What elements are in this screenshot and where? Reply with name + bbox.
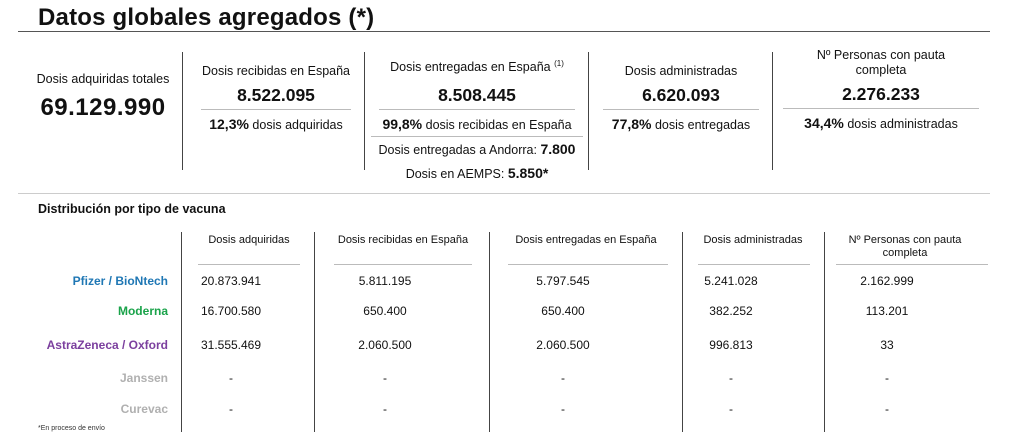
stat-rule [603, 109, 759, 110]
table-cell: 2.060.500 [358, 338, 412, 352]
stat-administradas-pct: 77,8% dosis entregadas [590, 116, 772, 132]
table-cell: 996.813 [709, 338, 753, 352]
stat-aemps-value: 5.850* [507, 165, 549, 182]
stat-pauta-pct-value: 34,4% [804, 115, 844, 131]
vaccine-name: Moderna [117, 304, 168, 318]
table-cell: 650.400 [541, 304, 585, 318]
stat-recibidas-pct: 12,3% dosis adquiridas [186, 116, 366, 132]
header-rule [698, 264, 810, 265]
header-rule [836, 264, 988, 265]
table-cell: 113.201 [865, 304, 909, 318]
stat-entregadas: Dosis entregadas en España (1) 8.508.445… [366, 56, 588, 181]
summary-divider [182, 52, 183, 170]
table-cell: 33 [880, 338, 894, 352]
table-cell: - [561, 402, 565, 416]
stat-adquiridas-label: Dosis adquiridas totales [36, 72, 170, 86]
stat-entregadas-value: 8.508.445 [438, 85, 516, 106]
table-divider [314, 232, 315, 432]
table-cell: - [383, 371, 387, 385]
stat-recibidas-pct-text: dosis adquiridas [252, 118, 343, 132]
table-cell: 650.400 [363, 304, 407, 318]
table-divider [181, 232, 182, 432]
footnote: *En proceso de envío [38, 425, 105, 432]
table-cell: - [229, 371, 233, 385]
stat-pauta-label: Nº Personas con pauta completa [816, 48, 946, 77]
stat-andorra-value: 7.800 [540, 141, 576, 158]
table-cell: 2.162.999 [860, 274, 914, 288]
stat-adquiridas: Dosis adquiridas totales 69.129.990 [28, 72, 178, 122]
table-cell: 31.555.469 [200, 338, 262, 352]
stat-administradas: Dosis administradas 6.620.093 77,8% dosi… [590, 64, 772, 132]
stat-entregadas-pct-text: dosis recibidas en España [425, 118, 572, 133]
stat-entregadas-label: Dosis entregadas en España (1) [366, 56, 588, 75]
vaccine-name: Janssen [119, 371, 168, 385]
vaccine-name: Curevac [120, 402, 168, 416]
table-cell: 5.797.545 [536, 274, 590, 288]
table-cell: - [885, 371, 889, 385]
header-rule [198, 264, 300, 265]
table-cell: 20.873.941 [200, 274, 262, 288]
stat-pauta-pct-text: dosis administradas [847, 117, 958, 131]
stat-entregadas-label-text: Dosis entregadas en España [390, 60, 551, 75]
table-cell: 5.241.028 [704, 274, 758, 288]
stat-aemps-label: Dosis en AEMPS: [405, 167, 505, 182]
distribution-title: Distribución por tipo de vacuna [38, 202, 226, 216]
stat-recibidas-pct-value: 12,3% [209, 116, 249, 132]
title-divider [18, 31, 990, 32]
table-divider [682, 232, 683, 432]
table-cell: 2.060.500 [536, 338, 590, 352]
col-header-administradas: Dosis administradas [703, 234, 803, 246]
stat-rule [371, 136, 583, 138]
vaccine-name: AstraZeneca / Oxford [46, 338, 168, 352]
summary-panel: Dosis adquiridas totales 69.129.990 Dosi… [18, 44, 990, 194]
table-cell: - [729, 371, 733, 385]
stat-aemps: Dosis en AEMPS: 5.850* [366, 165, 588, 181]
section-divider [18, 193, 990, 194]
summary-divider [364, 52, 365, 170]
col-header-entregadas: Dosis entregadas en España [515, 234, 657, 246]
stat-andorra-label: Dosis entregadas a Andorra: [378, 143, 537, 158]
table-divider [824, 232, 825, 432]
stat-administradas-label: Dosis administradas [624, 64, 738, 78]
stat-rule [379, 109, 575, 111]
stat-rule [201, 109, 351, 110]
col-header-adquiridas: Dosis adquiridas [208, 234, 290, 246]
table-divider [489, 232, 490, 432]
table-cell: - [561, 371, 565, 385]
header-rule [508, 264, 668, 265]
stat-adquiridas-value: 69.129.990 [40, 94, 166, 121]
stat-entregadas-pct: 99,8% dosis recibidas en España [366, 116, 588, 132]
stat-administradas-value: 6.620.093 [642, 85, 720, 105]
stat-andorra: Dosis entregadas a Andorra: 7.800 [366, 141, 588, 157]
stat-recibidas-value: 8.522.095 [237, 85, 315, 105]
stat-pauta-value: 2.276.233 [842, 84, 920, 104]
header-rule [334, 264, 472, 265]
footnote-marker: (1) [554, 59, 564, 68]
table-cell: 5.811.195 [358, 274, 412, 288]
stat-recibidas: Dosis recibidas en España 8.522.095 12,3… [186, 64, 366, 132]
summary-divider [588, 52, 589, 170]
stat-entregadas-pct-value: 99,8% [382, 116, 423, 133]
table-cell: - [229, 402, 233, 416]
stat-pauta-pct: 34,4% dosis administradas [778, 115, 984, 131]
stat-administradas-pct-value: 77,8% [611, 116, 652, 132]
page-title: Datos globales agregados (*) [38, 4, 375, 31]
col-header-pauta: Nº Personas con pauta completa [848, 234, 962, 259]
summary-divider [772, 52, 773, 170]
table-cell: - [383, 402, 387, 416]
stat-administradas-pct-text: dosis entregadas [654, 118, 751, 132]
table-cell: - [729, 402, 733, 416]
vaccine-name: Pfizer / BioNtech [72, 274, 168, 288]
table-cell: - [885, 402, 889, 416]
col-header-recibidas: Dosis recibidas en España [337, 234, 469, 246]
table-cell: 16.700.580 [200, 304, 262, 318]
stat-recibidas-label: Dosis recibidas en España [202, 64, 350, 78]
stat-rule [783, 108, 979, 109]
stat-pauta: Nº Personas con pauta completa 2.276.233… [778, 48, 984, 131]
table-cell: 382.252 [709, 304, 753, 318]
